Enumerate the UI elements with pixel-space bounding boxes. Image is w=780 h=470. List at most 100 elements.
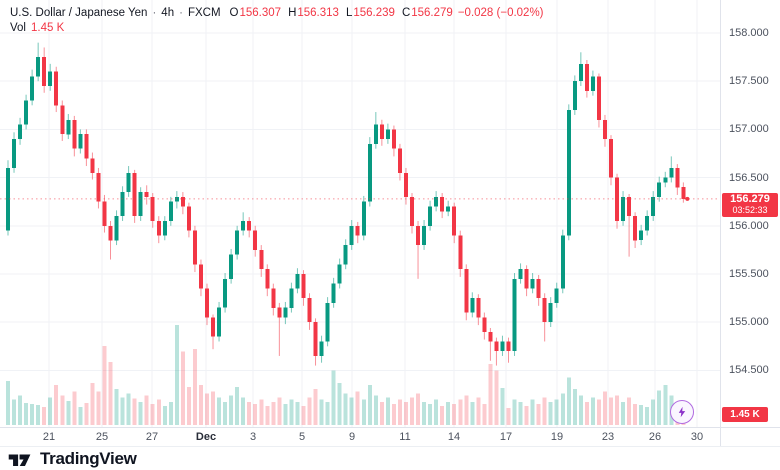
volume-bar bbox=[488, 363, 493, 425]
volume-bar bbox=[627, 397, 632, 425]
volume-bar bbox=[162, 406, 167, 425]
volume-bar bbox=[192, 349, 197, 425]
time-axis[interactable]: 21 25 27 Dec 3 5 9 11 14 17 19 23 26 30 bbox=[0, 428, 720, 446]
candle bbox=[428, 206, 433, 226]
volume-bar bbox=[138, 401, 143, 425]
open-value: 156.307 bbox=[239, 7, 282, 19]
candle bbox=[458, 235, 463, 270]
candle bbox=[229, 254, 234, 279]
boost-button[interactable] bbox=[670, 400, 694, 424]
candle bbox=[500, 341, 505, 352]
volume-bar bbox=[102, 346, 107, 425]
brand-name: TradingView bbox=[40, 449, 137, 468]
time-tick-label: 9 bbox=[348, 431, 356, 443]
volume-bar bbox=[416, 393, 420, 425]
candle bbox=[560, 235, 565, 289]
candle bbox=[621, 196, 626, 221]
tradingview-logo[interactable]: TradingView bbox=[8, 449, 137, 469]
candle bbox=[295, 274, 300, 289]
interval-label[interactable]: 4h bbox=[161, 7, 175, 19]
candle bbox=[373, 124, 378, 144]
candle bbox=[241, 221, 246, 231]
candle bbox=[542, 298, 547, 323]
chart-legend: U.S. Dollar / Japanese Yen · 4h · FXCM O… bbox=[10, 6, 544, 36]
high-value: 156.313 bbox=[297, 7, 339, 19]
candle bbox=[633, 216, 638, 241]
volume-bar bbox=[651, 399, 656, 425]
volume-bar bbox=[247, 401, 252, 425]
volume-bar bbox=[60, 395, 65, 425]
price-tick-label: 154.500 bbox=[729, 364, 769, 377]
volume-bar bbox=[211, 391, 215, 425]
time-tick-label: 25 bbox=[95, 431, 109, 443]
candle bbox=[235, 230, 240, 255]
volume-bar bbox=[560, 393, 565, 425]
candle bbox=[482, 317, 487, 332]
volume-bar bbox=[422, 401, 427, 425]
candle bbox=[609, 139, 613, 178]
volume-bar bbox=[355, 391, 360, 425]
volume-bar bbox=[524, 406, 529, 425]
volume-bar bbox=[174, 325, 179, 425]
candle bbox=[301, 274, 306, 299]
candle bbox=[651, 196, 656, 217]
time-tick-label: 23 bbox=[601, 431, 615, 443]
volume-bar bbox=[458, 399, 463, 425]
candle bbox=[90, 158, 95, 173]
volume-bar bbox=[96, 391, 101, 425]
candle bbox=[603, 119, 607, 140]
volume-bar bbox=[397, 399, 402, 425]
volume-bar bbox=[596, 399, 601, 425]
candle bbox=[271, 288, 276, 308]
candle bbox=[247, 221, 252, 231]
candle bbox=[404, 172, 408, 197]
symbol-title[interactable]: U.S. Dollar / Japanese Yen bbox=[10, 7, 148, 19]
candle bbox=[512, 278, 517, 352]
candle bbox=[645, 216, 650, 231]
separator-dot: · bbox=[179, 7, 183, 19]
low-label: L bbox=[345, 7, 353, 19]
candle bbox=[102, 201, 107, 226]
volume-bar bbox=[90, 382, 95, 425]
candle bbox=[30, 76, 35, 101]
volume-bar bbox=[265, 406, 270, 425]
volume-bar bbox=[235, 387, 240, 425]
candle bbox=[307, 298, 312, 323]
volume-bar bbox=[72, 391, 77, 425]
volume-bar bbox=[615, 395, 619, 425]
candle bbox=[313, 322, 318, 356]
volume-bar bbox=[144, 395, 149, 425]
candle bbox=[440, 196, 445, 212]
volume-bar bbox=[54, 385, 59, 425]
volume-bar bbox=[313, 389, 318, 425]
candle bbox=[470, 298, 475, 313]
candle bbox=[578, 63, 583, 82]
volume-bar bbox=[434, 399, 439, 425]
volume-bar bbox=[343, 393, 348, 425]
time-tick-label: 19 bbox=[550, 431, 564, 443]
volume-bar bbox=[66, 400, 71, 425]
volume-bar bbox=[482, 403, 487, 425]
bar-countdown-timer: 03:52:33 bbox=[732, 205, 768, 215]
volume-bar bbox=[325, 401, 330, 425]
candle bbox=[156, 221, 161, 236]
change-value: −0.028 (−0.02%) bbox=[457, 7, 544, 19]
time-tick-label: 21 bbox=[42, 431, 56, 443]
last-price-value: 156.279 bbox=[730, 193, 770, 205]
volume-bar bbox=[253, 403, 258, 425]
volume-bar bbox=[518, 401, 523, 425]
volume-bar bbox=[289, 399, 294, 425]
candle bbox=[199, 264, 203, 289]
candle bbox=[180, 196, 185, 207]
candle bbox=[144, 192, 149, 197]
volume-bar bbox=[440, 406, 445, 425]
volume-bar bbox=[337, 382, 342, 425]
candle bbox=[452, 206, 457, 236]
volume-bar bbox=[464, 395, 469, 425]
volume-bar bbox=[30, 403, 35, 425]
candle bbox=[42, 57, 47, 86]
volume-label[interactable]: Vol bbox=[10, 22, 26, 34]
time-axis-separator bbox=[0, 427, 780, 428]
candle bbox=[518, 269, 523, 279]
